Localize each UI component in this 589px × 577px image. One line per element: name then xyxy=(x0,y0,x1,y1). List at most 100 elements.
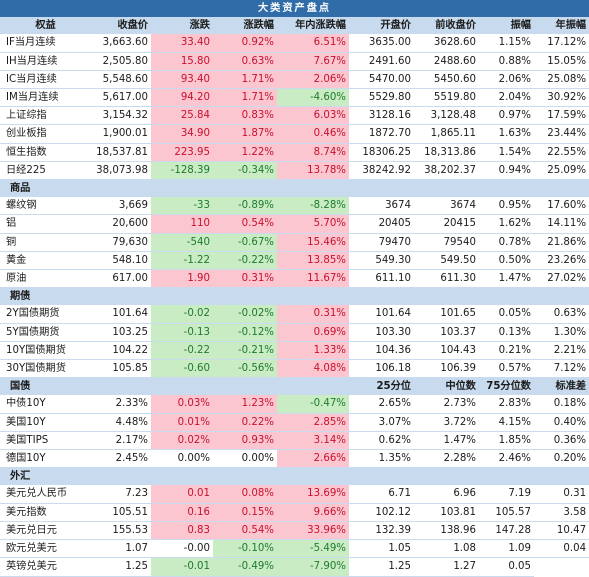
value-cell: 4.15% xyxy=(479,413,534,432)
column-header: 涨跌 xyxy=(151,17,213,35)
column-header: 开盘价 xyxy=(349,17,414,35)
value-cell: 1.27 xyxy=(414,557,479,577)
empty-cell xyxy=(88,377,151,396)
value-cell: 0.97% xyxy=(479,106,534,126)
change-pct-cell: 0.15% xyxy=(213,503,277,522)
value-cell: 20405 xyxy=(349,214,414,234)
column-header: 收盘价 xyxy=(88,17,151,35)
change-cell: -0.02 xyxy=(151,305,213,324)
change-pct-cell: 0.22% xyxy=(213,413,277,432)
commodity-name-cell: 螺纹钢 xyxy=(0,197,88,216)
value-cell: 4.48% xyxy=(88,413,151,432)
bond-name-cell: 美国TIPS xyxy=(0,431,88,451)
empty-cell xyxy=(349,179,414,198)
ytd-change-cell: 5.70% xyxy=(277,214,349,234)
table-row: 5Y国债期货 103.25 -0.13 -0.12% 0.69% 103.30 103.37… xyxy=(0,323,589,342)
empty-cell xyxy=(414,467,479,486)
empty-cell xyxy=(349,467,414,486)
value-cell: 1.54% xyxy=(479,143,534,162)
value-cell: 3674 xyxy=(414,197,479,216)
value-cell: 7.23 xyxy=(88,485,151,504)
value-cell: 2.21% xyxy=(534,341,589,361)
change-cell: 93.40 xyxy=(151,70,213,90)
empty-cell xyxy=(151,179,213,198)
value-cell: 103.30 xyxy=(349,323,414,342)
value-cell: 1.25 xyxy=(88,557,151,577)
value-cell: 27.02% xyxy=(534,269,589,289)
value-cell: 3,128.48 xyxy=(414,106,479,126)
value-cell: 101.65 xyxy=(414,305,479,324)
section-label: 国债 xyxy=(0,377,88,396)
table-row: 日经225 38,073.98 -128.39 -0.34% 13.78% 38242.9… xyxy=(0,161,589,181)
section-label: 商品 xyxy=(0,179,88,198)
value-cell: 0.57% xyxy=(479,359,534,379)
empty-cell xyxy=(277,179,349,198)
value-cell: 617.00 xyxy=(88,269,151,289)
empty-cell xyxy=(151,377,213,396)
value-cell: 106.39 xyxy=(414,359,479,379)
value-cell: 38242.92 xyxy=(349,161,414,181)
change-cell: 15.80 xyxy=(151,52,213,71)
change-pct-cell: 1.71% xyxy=(213,70,277,90)
value-cell: 0.88% xyxy=(479,52,534,71)
value-cell: 1.08 xyxy=(414,539,479,559)
ytd-change-cell: 2.06% xyxy=(277,70,349,90)
value-cell: 0.78% xyxy=(479,233,534,252)
ytd-change-cell: 0.69% xyxy=(277,323,349,342)
value-cell: 25.09% xyxy=(534,161,589,181)
table-row: IF当月连续 3,663.60 33.40 0.92% 6.51% 3635.00 3628… xyxy=(0,34,589,53)
value-cell: 0.62% xyxy=(349,431,414,451)
equity-name-cell: IM当月连续 xyxy=(0,88,88,108)
value-cell: 104.36 xyxy=(349,341,414,361)
value-cell: 3,669 xyxy=(88,197,151,216)
change-cell: -540 xyxy=(151,233,213,252)
value-cell: 1.15% xyxy=(479,34,534,53)
section-header-row: 外汇 xyxy=(0,467,589,486)
value-cell: 147.28 xyxy=(479,521,534,541)
value-cell: 5450.60 xyxy=(414,70,479,90)
value-cell: 2.06% xyxy=(479,70,534,90)
value-cell: 105.57 xyxy=(479,503,534,522)
table-row: IC当月连续 5,548.60 93.40 1.71% 2.06% 5470.00 5450… xyxy=(0,70,589,90)
value-cell: 15.05% xyxy=(534,52,589,71)
empty-cell xyxy=(88,467,151,486)
value-cell: 23.44% xyxy=(534,124,589,144)
value-cell: 3674 xyxy=(349,197,414,216)
change-pct-cell: -0.89% xyxy=(213,197,277,216)
column-header: 中位数 xyxy=(414,377,479,396)
value-cell: 2.33% xyxy=(88,395,151,414)
value-cell: 1.62% xyxy=(479,214,534,234)
section-label: 期债 xyxy=(0,287,88,306)
value-cell: 6.96 xyxy=(414,485,479,504)
ytd-change-cell: 1.33% xyxy=(277,341,349,361)
table-row: 30Y国债期货 105.85 -0.60 -0.56% 4.08% 106.18 106.3… xyxy=(0,359,589,379)
empty-cell xyxy=(414,287,479,306)
empty-cell xyxy=(479,467,534,486)
value-cell: 38,073.98 xyxy=(88,161,151,181)
change-pct-cell: 0.63% xyxy=(213,52,277,71)
table-row: 10Y国债期货 104.22 -0.22 -0.21% 1.33% 104.36 104.4… xyxy=(0,341,589,361)
value-cell: 0.94% xyxy=(479,161,534,181)
value-cell: 3128.16 xyxy=(349,106,414,126)
ytd-change-cell: -7.90% xyxy=(277,557,349,577)
fx-name-cell: 英镑兑美元 xyxy=(0,557,88,577)
value-cell: 1.47% xyxy=(414,431,479,451)
header-row: 权益 收盘价 涨跌 涨跌幅 年内涨跌幅 开盘价 前收盘价 振幅 年振幅 xyxy=(0,17,589,35)
change-cell: 33.40 xyxy=(151,34,213,53)
value-cell: 0.50% xyxy=(479,251,534,271)
ytd-change-cell: 15.46% xyxy=(277,233,349,252)
value-cell: 1.47% xyxy=(479,269,534,289)
change-pct-cell: -0.22% xyxy=(213,251,277,271)
value-cell: 7.19 xyxy=(479,485,534,504)
value-cell: 0.05% xyxy=(479,305,534,324)
ytd-change-cell: 13.85% xyxy=(277,251,349,271)
value-cell: 5470.00 xyxy=(349,70,414,90)
equity-name-cell: IH当月连续 xyxy=(0,52,88,71)
column-header: 权益 xyxy=(0,17,88,35)
empty-cell xyxy=(534,467,589,486)
ytd-change-cell: 0.46% xyxy=(277,124,349,144)
empty-cell xyxy=(213,287,277,306)
value-cell: 101.64 xyxy=(88,305,151,324)
empty-cell xyxy=(277,377,349,396)
empty-cell xyxy=(151,467,213,486)
